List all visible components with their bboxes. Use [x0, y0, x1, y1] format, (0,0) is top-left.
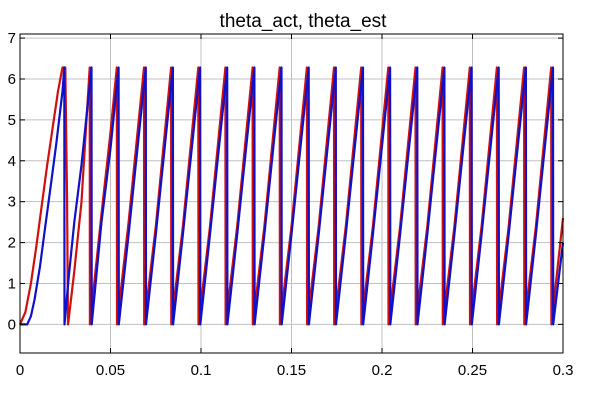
x-tick-label: 0.15 [277, 362, 306, 379]
y-tick-label: 7 [8, 30, 16, 47]
y-tick-label: 1 [8, 275, 16, 292]
y-tick-label: 3 [8, 194, 16, 211]
ticks: 0 0.05 0.1 0.15 0.2 0.25 0.3 0 1 2 3 4 5 6 7 [8, 30, 574, 379]
x-tick-label: 0.3 [553, 362, 574, 379]
x-tick-label: 0.1 [191, 362, 212, 379]
x-tick-label: 0.05 [96, 362, 125, 379]
y-tick-label: 4 [8, 153, 16, 170]
x-tick-label: 0.25 [458, 362, 487, 379]
x-tick-label: 0 [16, 362, 24, 379]
y-tick-label: 6 [8, 71, 16, 88]
chart-title: theta_act, theta_est [220, 11, 388, 32]
y-tick-label: 0 [8, 316, 16, 333]
y-tick-label: 2 [8, 235, 16, 252]
x-tick-label: 0.2 [372, 362, 393, 379]
series-group [18, 66, 565, 326]
series-line-2 [20, 66, 565, 326]
y-tick-label: 5 [8, 112, 16, 129]
